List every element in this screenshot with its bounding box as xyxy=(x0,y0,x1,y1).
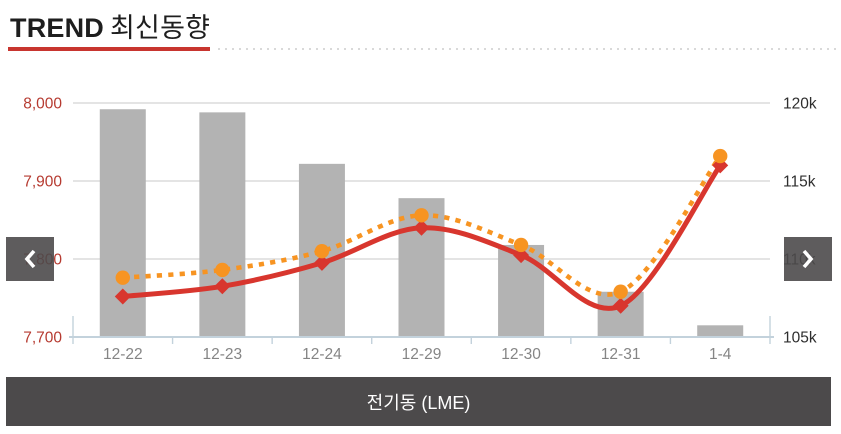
circle-marker-12-29 xyxy=(414,208,429,223)
diamond-marker-12-24 xyxy=(313,254,330,271)
circle-marker-12-30 xyxy=(513,237,529,253)
x-axis-label-12-23: 12-23 xyxy=(203,346,243,363)
circle-marker-12-31 xyxy=(613,284,628,299)
diamond-marker-12-30 xyxy=(513,247,530,264)
circle-marker-12-22 xyxy=(115,270,130,285)
trend-chart: 7,7007,8007,9008,000105k110k115k120k12-2… xyxy=(23,96,817,364)
x-axis-label-12-30: 12-30 xyxy=(501,346,541,363)
prev-button[interactable] xyxy=(6,237,54,281)
x-axis-label-12-31: 12-31 xyxy=(601,346,641,363)
title-underline xyxy=(8,47,210,51)
right-axis-label-120k: 120k xyxy=(783,96,817,113)
diamond-marker-12-31 xyxy=(612,297,629,314)
diamond-marker-12-22 xyxy=(114,288,131,305)
bar-1-4 xyxy=(697,325,744,337)
bar-12-23 xyxy=(199,112,246,337)
left-axis-label-8,000: 8,000 xyxy=(23,96,62,113)
page-title: TREND 최신동향 xyxy=(10,6,210,45)
page-title-ko: 최신동향 xyxy=(110,13,211,43)
next-button[interactable] xyxy=(784,237,832,281)
x-axis-label-12-29: 12-29 xyxy=(402,346,442,363)
diamond-marker-12-29 xyxy=(413,219,430,236)
chevron-right-icon xyxy=(802,249,814,269)
page-title-en: TREND xyxy=(10,13,104,43)
title-dotted-separator xyxy=(218,48,841,50)
x-axis-label-12-22: 12-22 xyxy=(103,346,143,363)
circle-marker-12-24 xyxy=(314,244,330,259)
left-axis-label-7,700: 7,700 xyxy=(23,330,62,347)
circle-marker-12-23 xyxy=(215,262,230,278)
diamond-marker-12-23 xyxy=(214,278,231,295)
chevron-left-icon xyxy=(24,249,36,269)
x-axis-label-12-24: 12-24 xyxy=(302,346,342,363)
circle-marker-1-4 xyxy=(713,148,728,164)
left-axis-label-7,900: 7,900 xyxy=(23,174,62,191)
footer-tab-label: 전기동 (LME) xyxy=(366,392,471,413)
right-axis-label-105k: 105k xyxy=(783,330,817,347)
x-axis-label-1-4: 1-4 xyxy=(709,346,732,363)
footer-tab-copper-lme[interactable]: 전기동 (LME) xyxy=(6,377,831,426)
right-axis-label-115k: 115k xyxy=(783,174,816,191)
